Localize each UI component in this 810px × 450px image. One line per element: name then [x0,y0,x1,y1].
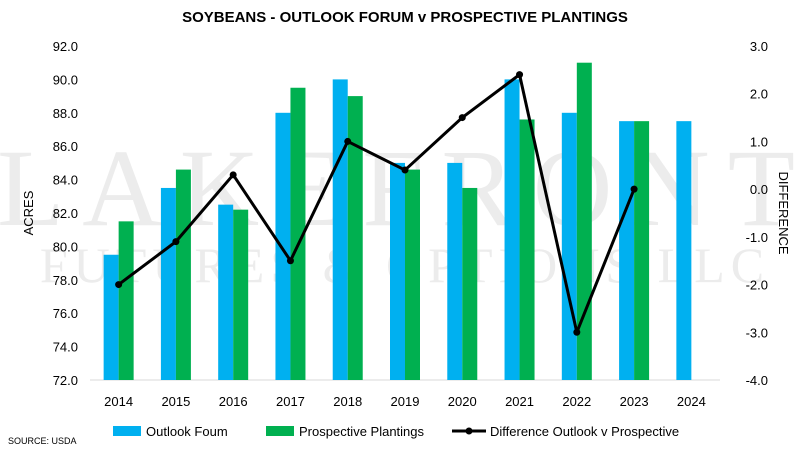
y2-tick-label: -3.0 [746,325,768,340]
prospective-plantings-bar [347,96,363,380]
legend-outlook-label: Outlook Foum [146,424,228,439]
difference-point [401,166,409,174]
outlook-forum-bar [619,121,635,381]
x-tick-label: 2024 [677,394,706,409]
legend-difference-marker [465,427,473,435]
difference-point [229,171,237,179]
difference-point [172,238,180,246]
y-tick-label: 72.0 [53,373,78,388]
y-tick-label: 84.0 [53,173,78,188]
y-tick-label: 78.0 [53,273,78,288]
prospective-plantings-bar [290,87,306,380]
source-note: SOURCE: USDA [8,436,77,446]
prospective-plantings-bar [233,209,249,380]
outlook-forum-bar [275,112,291,381]
chart-title: SOYBEANS - OUTLOOK FORUM v PROSPECTIVE P… [182,9,628,26]
x-tick-label: 2023 [620,394,649,409]
x-tick-label: 2022 [562,394,591,409]
legend-outlook-swatch [113,426,141,436]
x-tick-label: 2020 [448,394,477,409]
y2-tick-label: 1.0 [750,134,768,149]
y2-tick-label: 3.0 [750,39,768,54]
difference-point [458,114,466,122]
outlook-forum-bar [160,187,176,380]
y2-axis-label: DIFFERENCE [776,171,791,254]
x-tick-label: 2016 [219,394,248,409]
outlook-forum-bar [332,79,348,381]
outlook-forum-bar [390,162,405,380]
x-tick-label: 2019 [391,394,420,409]
legend-prospective-swatch [266,426,294,436]
prospective-plantings-bar [634,121,650,381]
difference-point [115,281,123,289]
legend-difference-label: Difference Outlook v Prospective [490,424,679,439]
y-tick-label: 86.0 [53,139,78,154]
outlook-forum-bar [504,79,520,381]
y-tick-label: 82.0 [53,206,78,221]
y-tick-label: 74.0 [53,340,78,355]
difference-point [573,328,581,336]
outlook-forum-bar [561,112,577,381]
y2-tick-label: 0.0 [750,182,768,197]
legend: Outlook Foum Prospective Plantings Differe… [113,424,679,439]
prospective-plantings-bar [175,169,191,380]
x-tick-label: 2018 [333,394,362,409]
difference-point [630,185,638,193]
difference-line [115,71,638,336]
x-tick-label: 2021 [505,394,534,409]
prospective-plantings-bar [118,221,134,380]
difference-point [344,137,352,145]
prospective-plantings-bar [405,169,420,380]
axes: 92.0 90.0 88.0 86.0 84.0 82.0 80.0 78.0 76.0 74.0… [53,39,768,409]
x-tick-label: 2017 [276,394,305,409]
y2-tick-label: -1.0 [746,230,768,245]
y-tick-label: 88.0 [53,106,78,121]
prospective-plantings-bar [462,187,478,380]
difference-point [516,71,524,79]
prospective-plantings-bar [519,119,535,380]
y2-tick-label: 2.0 [750,87,768,102]
y-tick-label: 80.0 [53,239,78,254]
outlook-forum-bar [447,162,463,380]
bars [103,62,692,381]
y2-tick-label: -4.0 [746,373,768,388]
y2-tick-label: -2.0 [746,278,768,293]
x-tick-label: 2015 [161,394,190,409]
x-tick-label: 2014 [104,394,133,409]
legend-prospective-label: Prospective Plantings [299,424,425,439]
outlook-forum-bar [676,121,692,381]
y-tick-label: 92.0 [53,39,78,54]
outlook-forum-bar [218,204,234,380]
difference-line-path [117,73,636,334]
difference-point [286,257,294,265]
y-tick-label: 76.0 [53,306,78,321]
outlook-forum-bar [103,254,119,380]
y-axis-label: ACRES [21,190,36,235]
y-tick-label: 90.0 [53,72,78,87]
